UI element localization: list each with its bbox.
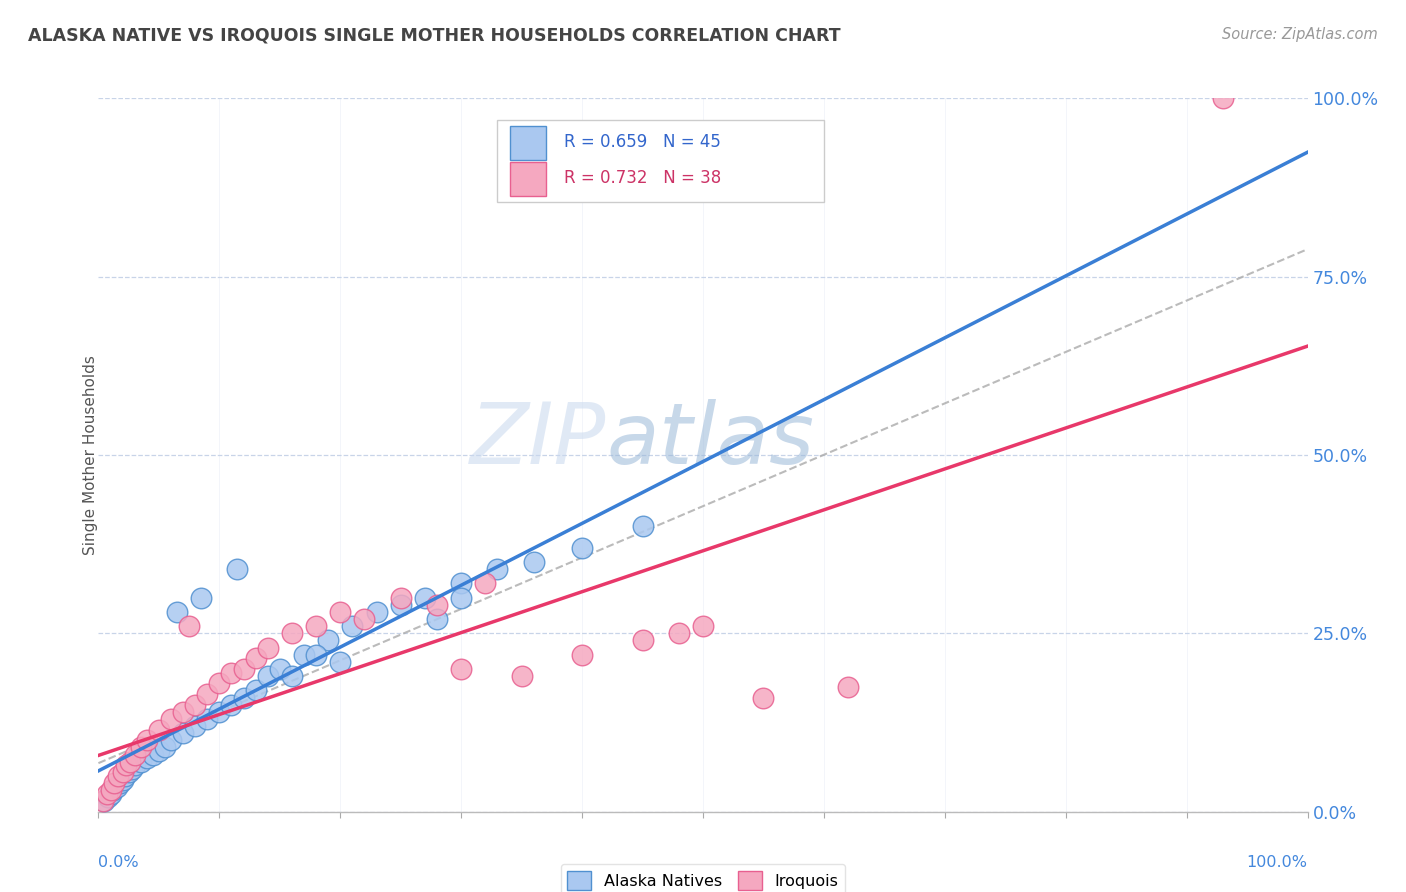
Point	[426, 598, 449, 612]
FancyBboxPatch shape	[498, 120, 824, 202]
Legend: Alaska Natives, Iroquois: Alaska Natives, Iroquois	[561, 864, 845, 892]
Point	[100, 787, 122, 801]
Text: ALASKA NATIVE VS IROQUOIS SINGLE MOTHER HOUSEHOLDS CORRELATION CHART: ALASKA NATIVE VS IROQUOIS SINGLE MOTHER …	[28, 27, 841, 45]
Point	[316, 633, 339, 648]
Point	[692, 619, 714, 633]
Point	[107, 769, 129, 783]
Point	[329, 605, 352, 619]
Point	[450, 591, 472, 605]
Point	[190, 591, 212, 605]
Point	[305, 648, 328, 662]
Point	[118, 765, 141, 780]
Point	[118, 755, 141, 769]
Y-axis label: Single Mother Households: Single Mother Households	[83, 355, 97, 555]
Point	[179, 619, 201, 633]
Point	[342, 619, 364, 633]
Text: atlas: atlas	[606, 399, 814, 483]
Point	[124, 758, 146, 772]
FancyBboxPatch shape	[509, 126, 546, 161]
Point	[195, 687, 218, 701]
Point	[91, 794, 114, 808]
Point	[292, 648, 315, 662]
Point	[208, 705, 231, 719]
Point	[232, 662, 254, 676]
Point	[256, 669, 278, 683]
Point	[668, 626, 690, 640]
Point	[103, 776, 125, 790]
Point	[256, 640, 278, 655]
Text: ZIP: ZIP	[470, 399, 606, 483]
Point	[450, 576, 472, 591]
Point	[93, 794, 115, 808]
Point	[184, 719, 207, 733]
Point	[114, 769, 136, 783]
Point	[142, 747, 165, 762]
Point	[281, 626, 304, 640]
Point	[631, 519, 654, 533]
Point	[389, 598, 412, 612]
Text: 100.0%: 100.0%	[1247, 855, 1308, 870]
Point	[329, 655, 352, 669]
Point	[172, 726, 194, 740]
Text: Source: ZipAtlas.com: Source: ZipAtlas.com	[1222, 27, 1378, 42]
Point	[1212, 91, 1234, 105]
Point	[115, 758, 138, 772]
Point	[221, 665, 243, 680]
Point	[129, 740, 152, 755]
Point	[124, 747, 146, 762]
Point	[100, 783, 122, 797]
Point	[135, 751, 157, 765]
FancyBboxPatch shape	[509, 161, 546, 196]
Point	[837, 680, 859, 694]
Point	[450, 662, 472, 676]
Point	[426, 612, 449, 626]
Point	[413, 591, 436, 605]
Point	[571, 648, 593, 662]
Point	[305, 619, 328, 633]
Point	[631, 633, 654, 648]
Point	[101, 783, 124, 797]
Point	[172, 705, 194, 719]
Point	[474, 576, 496, 591]
Point	[111, 765, 134, 780]
Point	[153, 740, 176, 755]
Point	[105, 780, 128, 794]
Point	[389, 591, 412, 605]
Point	[523, 555, 546, 569]
Point	[108, 776, 131, 790]
Point	[195, 712, 218, 726]
Text: 0.0%: 0.0%	[98, 855, 139, 870]
Point	[269, 662, 291, 676]
Point	[208, 676, 231, 690]
Point	[121, 762, 143, 776]
Point	[160, 733, 183, 747]
Point	[245, 651, 267, 665]
Point	[96, 787, 118, 801]
Point	[221, 698, 243, 712]
Point	[366, 605, 388, 619]
Text: R = 0.732   N = 38: R = 0.732 N = 38	[564, 169, 721, 187]
Text: R = 0.659   N = 45: R = 0.659 N = 45	[564, 134, 721, 152]
Point	[111, 772, 134, 787]
Point	[160, 712, 183, 726]
Point	[184, 698, 207, 712]
Point	[148, 744, 170, 758]
Point	[166, 605, 188, 619]
Point	[353, 612, 375, 626]
Point	[571, 541, 593, 555]
Point	[226, 562, 249, 576]
Point	[129, 755, 152, 769]
Point	[752, 690, 775, 705]
Point	[245, 683, 267, 698]
Point	[148, 723, 170, 737]
Point	[281, 669, 304, 683]
Point	[97, 790, 120, 805]
Point	[135, 733, 157, 747]
Point	[510, 669, 533, 683]
Point	[232, 690, 254, 705]
Point	[486, 562, 509, 576]
